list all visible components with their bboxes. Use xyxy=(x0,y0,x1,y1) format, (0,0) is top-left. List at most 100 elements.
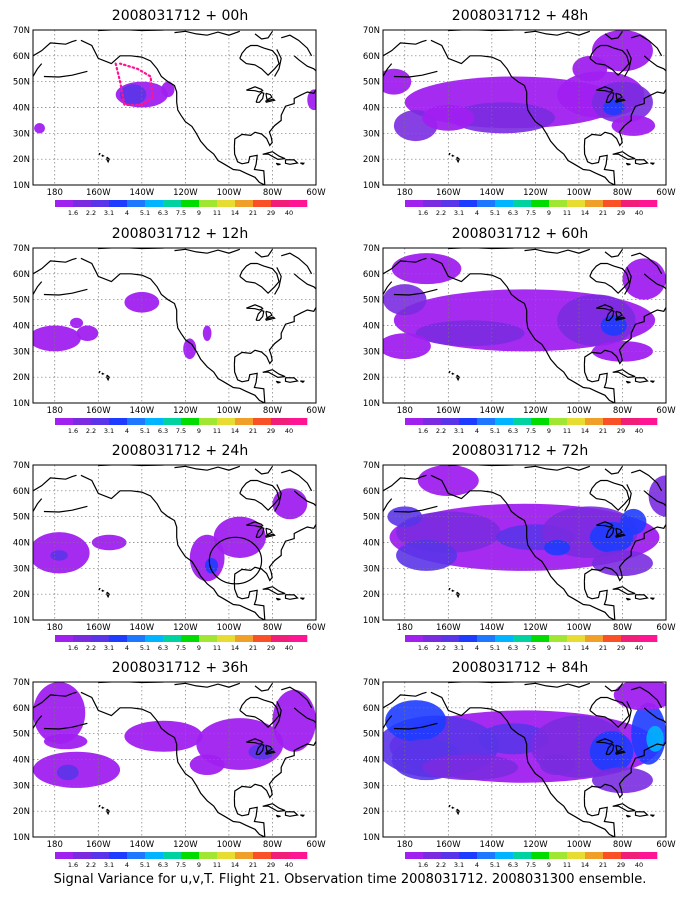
lat-label: 30N xyxy=(363,564,380,574)
lon-label: 180 xyxy=(397,623,413,633)
lat-label: 20N xyxy=(363,807,380,817)
lat-label: 60N xyxy=(13,704,30,714)
lat-label: 40N xyxy=(13,104,30,114)
variance-shading xyxy=(383,30,656,142)
colorbar-label: 7.5 xyxy=(526,644,536,652)
colorbar-label: 11 xyxy=(213,861,221,869)
colorbar-swatch xyxy=(199,418,218,425)
colorbar-swatch xyxy=(145,635,164,642)
lon-label: 60W xyxy=(306,840,326,850)
colorbar-swatch xyxy=(253,852,272,859)
figure-caption: Signal Variance for u,v,T. Flight 21. Ob… xyxy=(53,872,647,887)
lon-label: 60W xyxy=(656,623,676,633)
colorbar-label: 2.2 xyxy=(436,861,446,869)
colorbar-swatch xyxy=(405,635,424,642)
lon-label: 80W xyxy=(613,188,633,198)
colorbar-swatch xyxy=(271,635,290,642)
lat-label: 30N xyxy=(363,347,380,357)
grid-lines xyxy=(33,465,316,620)
lat-label: 50N xyxy=(13,78,30,88)
lon-label: 60W xyxy=(306,188,326,198)
map-panel-36h: 70N 60N 50N 40N 30N 20N 10N 180 160W 140W 120W 100W… xyxy=(13,678,326,869)
lat-label: 10N xyxy=(363,616,380,626)
colorbar-label: 2.2 xyxy=(436,427,446,435)
colorbar-label: 5.1 xyxy=(490,209,500,217)
colorbar-swatch xyxy=(621,852,640,859)
colorbar-label: 2.2 xyxy=(86,644,96,652)
colorbar-label: 7.5 xyxy=(176,861,186,869)
lat-label: 50N xyxy=(363,513,380,523)
colorbar-swatch xyxy=(163,852,182,859)
panel-title-84h: 2008031712 + 84h xyxy=(451,660,589,676)
colorbar: 1.6 2.2 3.1 4 5.1 6.3 7.5 9 11 14 21 29 40 xyxy=(405,200,658,217)
lat-label: 60N xyxy=(363,52,380,62)
lat-label: 20N xyxy=(363,590,380,600)
lat-label: 70N xyxy=(363,26,380,36)
lon-label: 140W xyxy=(130,623,155,633)
colorbar-swatch xyxy=(423,852,442,859)
colorbar-swatch xyxy=(513,852,532,859)
colorbar-swatch xyxy=(513,418,532,425)
lat-label: 20N xyxy=(13,590,30,600)
colorbar-label: 4 xyxy=(475,209,479,217)
colorbar-swatch xyxy=(109,852,128,859)
colorbar-swatch xyxy=(55,200,74,207)
lat-label: 50N xyxy=(363,730,380,740)
colorbar-swatch xyxy=(621,200,640,207)
map-panel-60h: 70N 60N 50N 40N 30N 20N 10N 180 160W 140W 120W 100W… xyxy=(363,244,676,435)
lat-label: 70N xyxy=(13,461,30,471)
lon-label: 80W xyxy=(263,840,283,850)
colorbar: 1.6 2.2 3.1 4 5.1 6.3 7.5 9 11 14 21 29 40 xyxy=(405,852,658,869)
lon-label: 60W xyxy=(306,623,326,633)
colorbar-swatch xyxy=(217,852,236,859)
colorbar-label: 40 xyxy=(635,644,643,652)
colorbar-label: 2.2 xyxy=(436,209,446,217)
colorbar-swatch xyxy=(423,200,442,207)
lon-label: 160W xyxy=(436,406,461,416)
colorbar-label: 29 xyxy=(267,861,275,869)
lon-label: 180 xyxy=(397,840,413,850)
colorbar-swatch xyxy=(271,418,290,425)
colorbar: 1.6 2.2 3.1 4 5.1 6.3 7.5 9 11 14 21 29 40 xyxy=(405,635,658,652)
colorbar-swatch xyxy=(567,418,586,425)
colorbar-swatch xyxy=(289,200,308,207)
colorbar: 1.6 2.2 3.1 4 5.1 6.3 7.5 9 11 14 21 29 40 xyxy=(55,635,308,652)
lon-label: 80W xyxy=(263,623,283,633)
colorbar-label: 3.1 xyxy=(454,644,464,652)
lon-label: 140W xyxy=(480,406,505,416)
colorbar-label: 1.6 xyxy=(68,209,78,217)
colorbar-label: 5.1 xyxy=(490,644,500,652)
colorbar-swatch xyxy=(441,200,460,207)
colorbar-label: 7.5 xyxy=(176,427,186,435)
colorbar-swatch xyxy=(603,852,622,859)
lat-label: 60N xyxy=(363,487,380,497)
lon-label: 100W xyxy=(217,623,242,633)
colorbar-label: 6.3 xyxy=(508,644,518,652)
lat-label: 20N xyxy=(363,373,380,383)
colorbar-label: 6.3 xyxy=(158,209,168,217)
colorbar-swatch xyxy=(549,852,568,859)
colorbar-swatch xyxy=(459,418,478,425)
colorbar-label: 9 xyxy=(197,861,201,869)
colorbar-label: 6.3 xyxy=(508,861,518,869)
grid-lines xyxy=(383,248,666,403)
colorbar-swatch xyxy=(585,418,604,425)
lon-label: 80W xyxy=(613,623,633,633)
map-panels: 70N 60N 50N 40N 30N 20N 10N 180 160W 140W 120W 100W… xyxy=(13,26,676,869)
lat-label: 70N xyxy=(13,244,30,254)
lon-label: 120W xyxy=(523,188,548,198)
colorbar-label: 7.5 xyxy=(176,209,186,217)
colorbar-swatch xyxy=(109,418,128,425)
colorbar-swatch xyxy=(531,852,550,859)
colorbar-swatch xyxy=(289,635,308,642)
lon-label: 80W xyxy=(613,406,633,416)
lat-label: 50N xyxy=(13,296,30,306)
colorbar-swatch xyxy=(91,418,110,425)
lat-label: 30N xyxy=(13,564,30,574)
lon-label: 100W xyxy=(567,840,592,850)
colorbar-swatch xyxy=(289,418,308,425)
colorbar: 1.6 2.2 3.1 4 5.1 6.3 7.5 9 11 14 21 29 40 xyxy=(55,852,308,869)
colorbar-label: 4 xyxy=(125,427,129,435)
lat-label: 10N xyxy=(13,616,30,626)
colorbar-label: 1.6 xyxy=(418,427,428,435)
